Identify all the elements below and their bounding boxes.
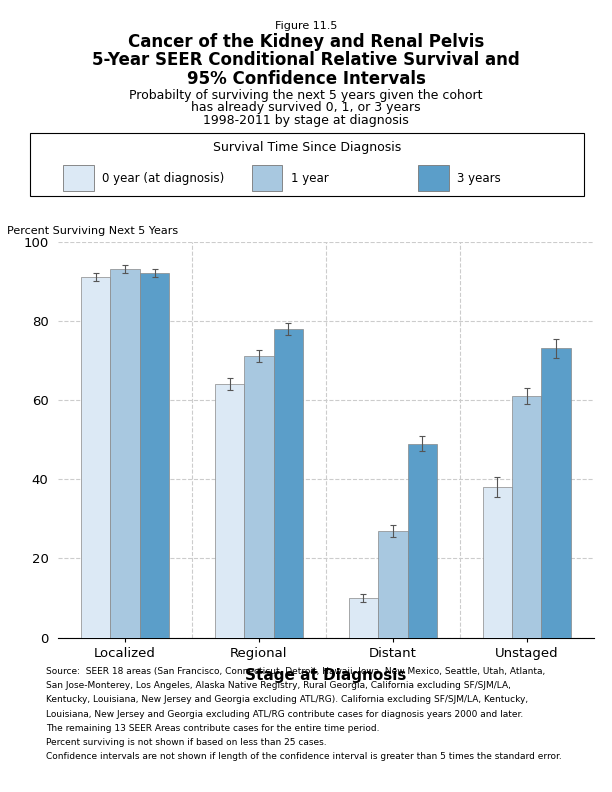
Bar [252,165,282,192]
Text: Confidence intervals are not shown if length of the confidence interval is great: Confidence intervals are not shown if le… [46,752,562,761]
Bar [408,444,437,638]
Bar [542,348,571,638]
Text: 95% Confidence Intervals: 95% Confidence Intervals [187,70,425,88]
Bar [274,329,303,638]
Bar [244,356,274,638]
Bar [110,269,140,638]
Text: Source:  SEER 18 areas (San Francisco, Connecticut, Detroit, Hawaii, Iowa, New M: Source: SEER 18 areas (San Francisco, Co… [46,667,545,676]
Text: Louisiana, New Jersey and Georgia excluding ATL/RG contribute cases for diagnosi: Louisiana, New Jersey and Georgia exclud… [46,710,523,718]
Text: Figure 11.5: Figure 11.5 [275,21,337,31]
Bar [140,273,170,638]
Text: The remaining 13 SEER Areas contribute cases for the entire time period.: The remaining 13 SEER Areas contribute c… [46,724,379,733]
Text: 5-Year SEER Conditional Relative Survival and: 5-Year SEER Conditional Relative Surviva… [92,51,520,70]
Text: 3 years: 3 years [457,172,501,185]
X-axis label: Stage at Diagnosis: Stage at Diagnosis [245,668,406,683]
Bar [482,487,512,638]
Text: has already survived 0, 1, or 3 years: has already survived 0, 1, or 3 years [191,101,421,114]
Bar [81,277,110,638]
Text: Survival Time Since Diagnosis: Survival Time Since Diagnosis [213,141,401,154]
Bar [349,598,378,638]
Bar [378,531,408,638]
Text: Percent surviving is not shown if based on less than 25 cases.: Percent surviving is not shown if based … [46,738,327,747]
Text: 0 year (at diagnosis): 0 year (at diagnosis) [102,172,225,185]
Bar [418,165,449,192]
Text: 1 year: 1 year [291,172,329,185]
Bar [215,384,244,638]
Bar [63,165,94,192]
Text: Kentucky, Louisiana, New Jersey and Georgia excluding ATL/RG). California exclud: Kentucky, Louisiana, New Jersey and Geor… [46,695,528,704]
Text: Percent Surviving Next 5 Years: Percent Surviving Next 5 Years [7,226,178,236]
Text: Cancer of the Kidney and Renal Pelvis: Cancer of the Kidney and Renal Pelvis [128,33,484,51]
Text: 1998-2011 by stage at diagnosis: 1998-2011 by stage at diagnosis [203,114,409,127]
FancyBboxPatch shape [30,133,584,196]
Bar [512,396,542,638]
Text: San Jose-Monterey, Los Angeles, Alaska Native Registry, Rural Georgia, Californi: San Jose-Monterey, Los Angeles, Alaska N… [46,681,511,690]
Text: Probabilty of surviving the next 5 years given the cohort: Probabilty of surviving the next 5 years… [129,89,483,101]
